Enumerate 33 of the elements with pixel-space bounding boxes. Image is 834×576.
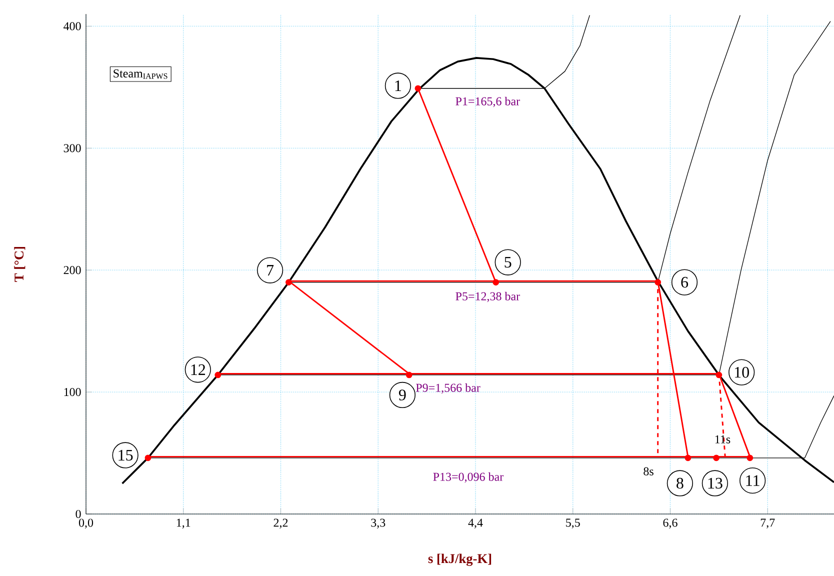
x-tick-label: 6,6 [663, 518, 678, 528]
annotation: 11 [746, 475, 760, 486]
y-tick-label: 0 [76, 510, 81, 518]
annotation: P1=165,6 bar [456, 96, 520, 108]
annotation: 8 [676, 478, 684, 489]
x-tick-label: 3,3 [371, 518, 386, 528]
annotation: 5 [504, 256, 512, 268]
y-tick-label: 400 [64, 22, 81, 30]
y-tick-label: 100 [64, 388, 81, 396]
annotation: Steam$_{IAPWS}$ [114, 69, 168, 79]
annotation: P5=12,38 bar [456, 292, 520, 302]
annotation: 11s [715, 435, 730, 444]
x-axis-title: s [kJ/kg-K] [428, 554, 492, 566]
y-tick-label: 300 [64, 144, 81, 152]
annotation: 8s [644, 467, 654, 476]
annotation: 13 [708, 478, 722, 489]
y-axis-title: T [°C] [14, 246, 26, 282]
x-tick-label: 2,2 [274, 518, 288, 528]
x-tick-label: 0,0 [78, 518, 94, 529]
annotation: 1 [395, 80, 402, 92]
annotation: 10 [735, 366, 749, 378]
x-tick-label: 4,4 [468, 518, 483, 528]
annotation: P9=1,566 bar [416, 383, 480, 394]
x-tick-label: 5,5 [566, 518, 580, 528]
annotation: 9 [398, 390, 406, 400]
annotation: 12 [191, 364, 206, 375]
x-tick-label: 7,7 [760, 518, 775, 528]
annotation: P13=0,096 bar [433, 472, 504, 483]
annotation: 7 [267, 265, 274, 276]
y-tick-label: 200 [64, 266, 81, 274]
annotation: 15 [118, 450, 133, 461]
annotation: 6 [681, 276, 688, 288]
x-tick-label: 1,1 [176, 518, 190, 528]
